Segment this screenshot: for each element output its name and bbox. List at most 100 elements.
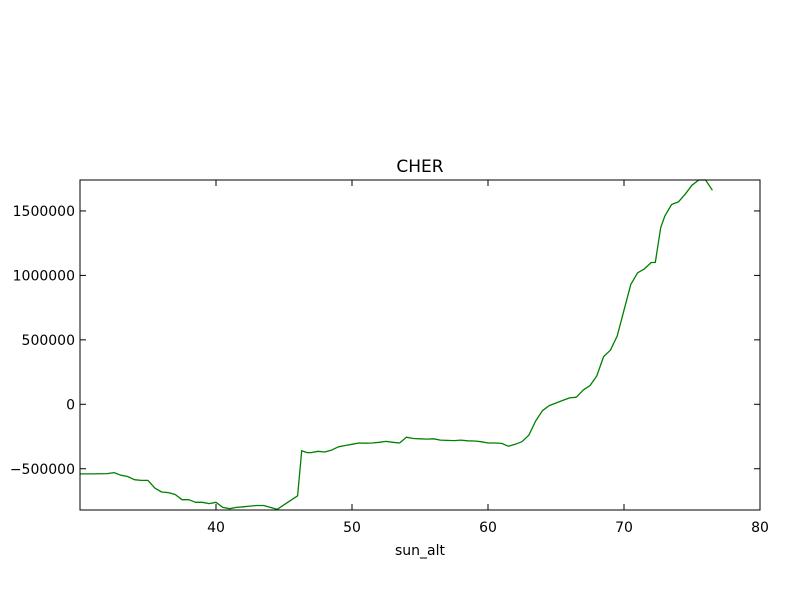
data-point [501,443,502,444]
chart-title: CHER [396,157,443,177]
data-point [413,438,414,439]
data-point [120,475,121,476]
data-point [301,450,302,451]
ticks-layer: −500000 0 500000 1000000 1500000 40 50 60 70 80 [10,180,769,536]
y-tick-label: 0 [66,397,75,413]
data-point [549,405,550,406]
data-point [535,421,536,422]
data-point [222,507,223,508]
data-point [209,503,210,504]
x-tick-label: 40 [207,520,225,536]
data-point [637,272,638,273]
data-point [528,435,529,436]
data-point [107,473,108,474]
data-point [372,443,373,444]
data-point [660,227,661,228]
data-point [168,492,169,493]
data-point [324,452,325,453]
data-point [399,443,400,444]
data-point [467,440,468,441]
data-point [542,410,543,411]
series-layer [80,179,713,511]
x-tick-label: 60 [479,520,497,536]
data-point [433,438,434,439]
x-axis-label: sun_alt [395,543,446,559]
y-tick-label: 1000000 [13,268,75,284]
data-point [188,499,189,500]
data-point [603,356,604,357]
data-point [331,450,332,451]
data-point [712,190,713,191]
y-tick-label: 1500000 [13,204,75,220]
data-point [440,440,441,441]
data-point [494,443,495,444]
data-point [655,262,656,263]
plot-frame [79,179,761,511]
data-point [596,375,597,376]
data-point [630,284,631,285]
data-point [263,505,264,506]
data-point [379,442,380,443]
data-point [284,504,285,505]
data-point [182,499,183,500]
data-point [671,204,672,205]
data-point [236,507,237,508]
data-point [352,444,353,445]
data-point [365,443,366,444]
data-point [447,440,448,441]
data-point [420,438,421,439]
series-line [80,179,713,511]
x-tick-label: 50 [343,520,361,536]
data-point [290,500,291,501]
data-point [426,439,427,440]
data-point [307,452,308,453]
data-point [508,446,509,447]
data-point [256,505,257,506]
data-point [576,397,577,398]
data-point [154,488,155,489]
data-point [386,441,387,442]
data-point [651,262,652,263]
data-point [569,397,570,398]
data-point [229,508,230,509]
data-point [134,479,135,480]
x-tick-label: 70 [615,520,633,536]
data-point [250,506,251,507]
data-point [270,507,271,508]
data-point [202,502,203,503]
data-point [358,443,359,444]
data-point [216,502,217,503]
data-point [161,492,162,493]
data-point [338,446,339,447]
data-point [617,336,618,337]
data-point [488,443,489,444]
data-point [590,385,591,386]
data-point [127,476,128,477]
data-point [685,194,686,195]
plot-area [80,180,760,510]
data-point [460,440,461,441]
data-point [148,480,149,481]
data-point [454,440,455,441]
data-point [515,444,516,445]
data-point [297,495,298,496]
data-point [624,310,625,311]
data-point [678,201,679,202]
data-point [311,452,312,453]
data-point [392,442,393,443]
data-point [664,216,665,217]
data-point [692,185,693,186]
data-point [175,494,176,495]
data-point [610,350,611,351]
data-point [195,502,196,503]
data-point [318,451,319,452]
data-point [583,390,584,391]
data-point [562,400,563,401]
data-point [556,403,557,404]
data-point [522,441,523,442]
data-point [345,445,346,446]
y-tick-label: 500000 [22,333,75,349]
data-point [243,506,244,507]
data-point [474,441,475,442]
